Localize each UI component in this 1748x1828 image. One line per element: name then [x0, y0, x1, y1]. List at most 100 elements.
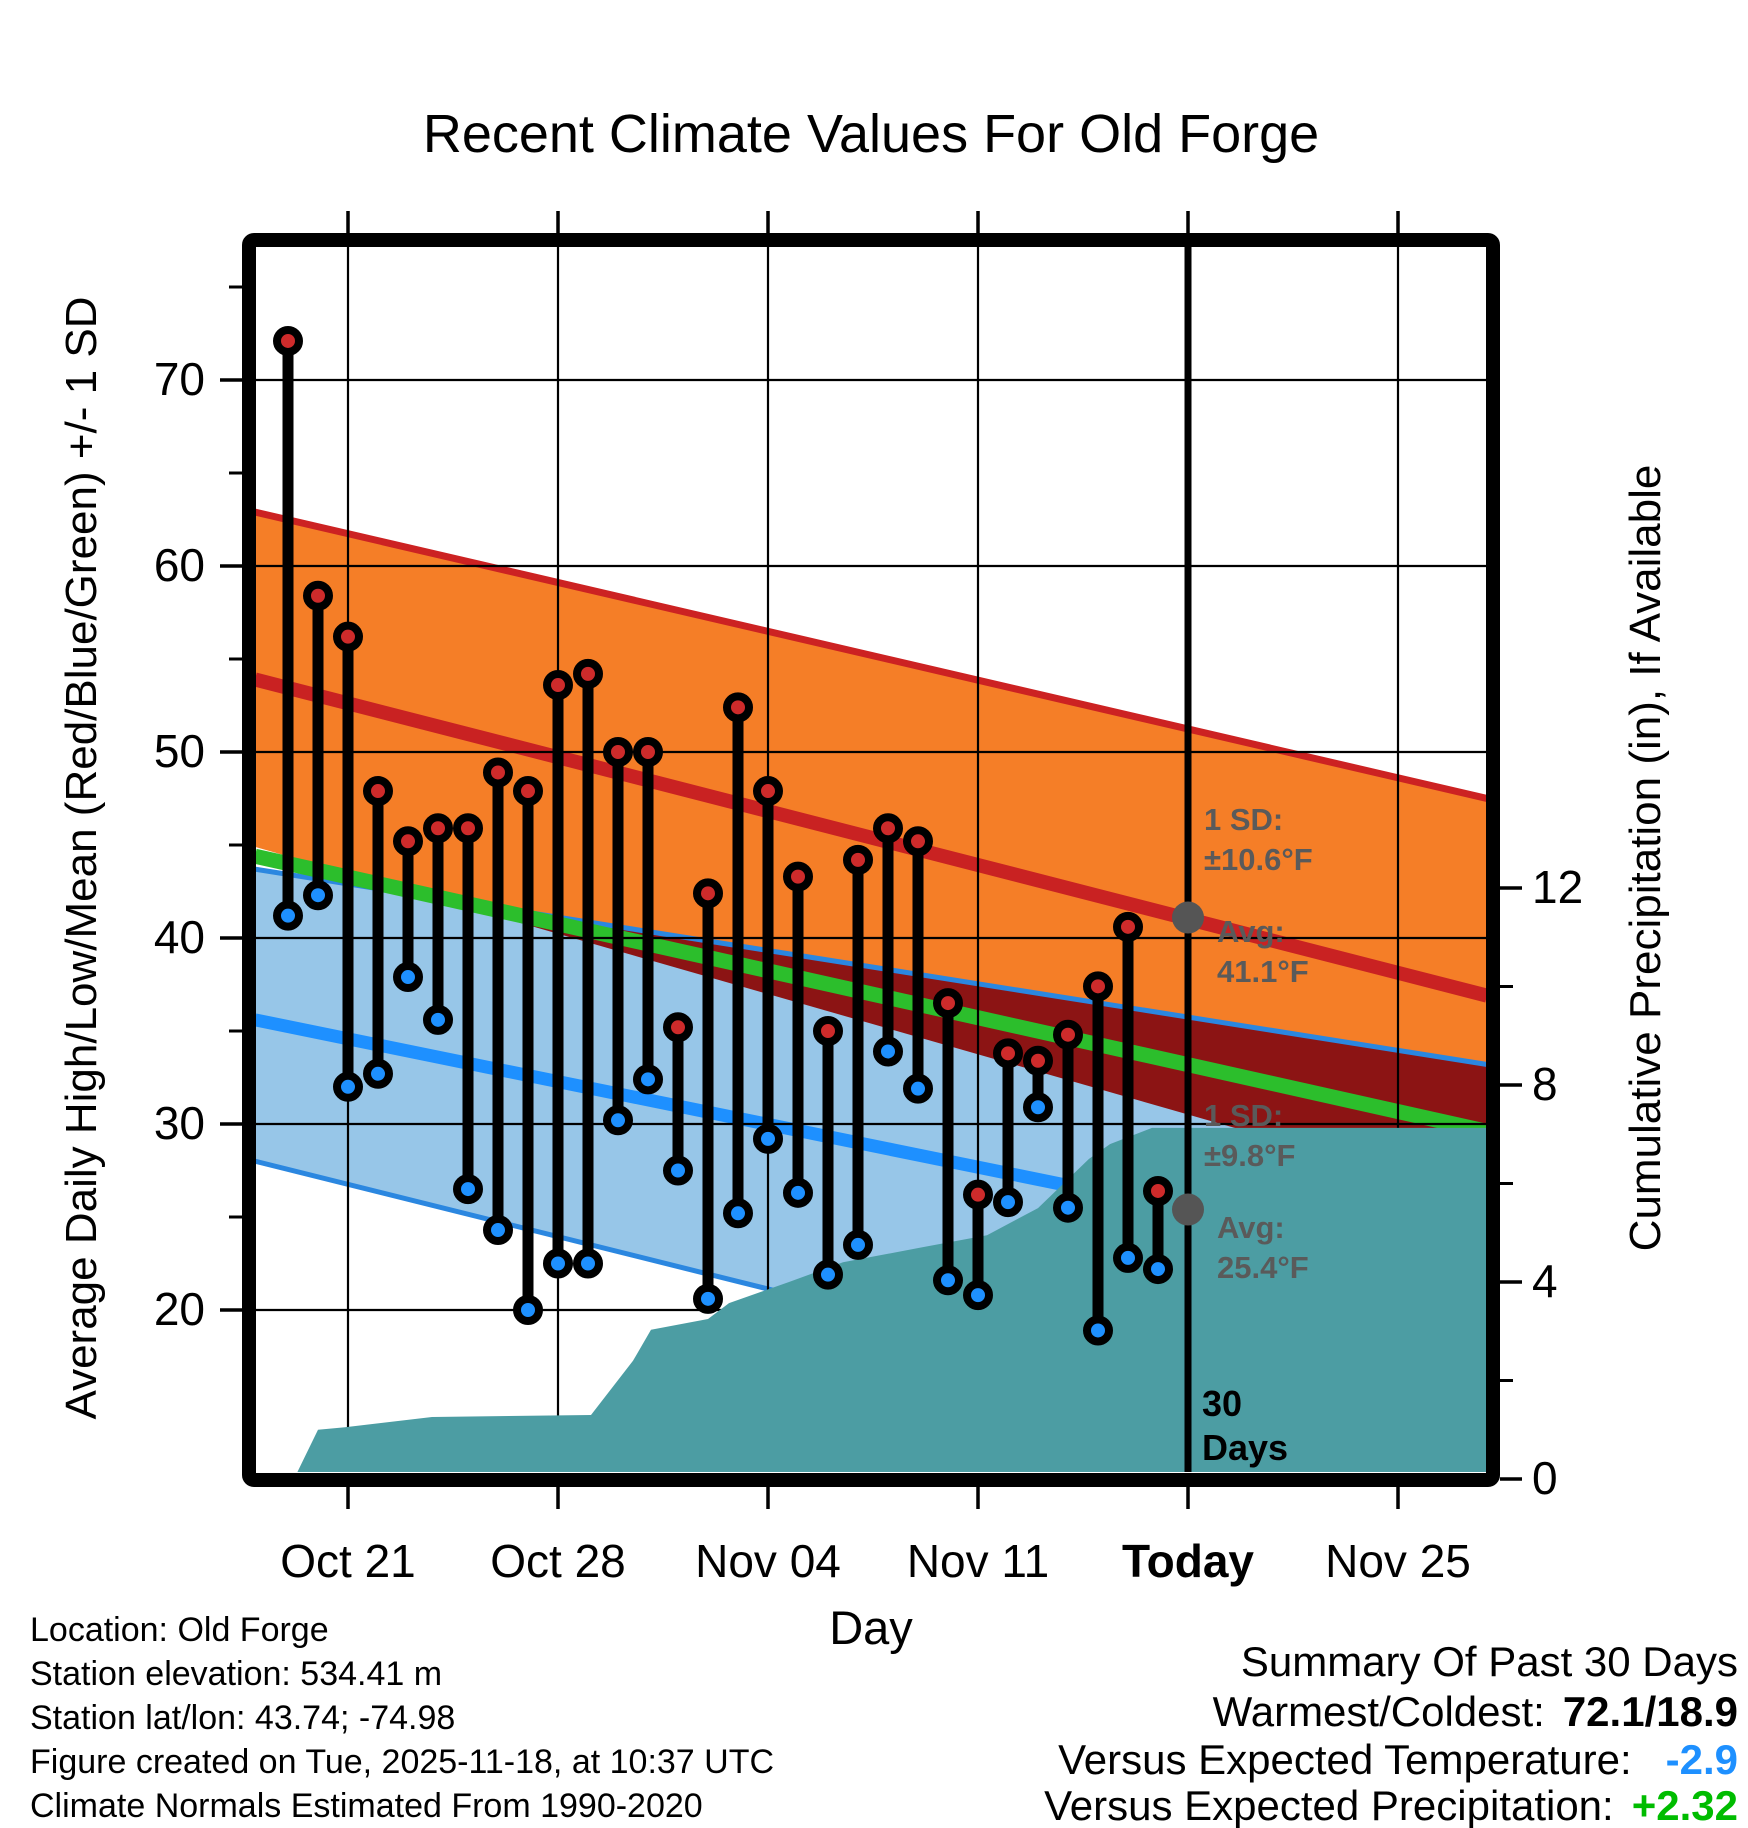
plot-area [256, 247, 1486, 1472]
low-dot-Nov-02 [693, 1283, 723, 1314]
daily-stems [282, 340, 1164, 1331]
high-dot-Nov-02 [693, 878, 723, 909]
climate-normals-note: Climate Normals Estimated From 1990-2020 [30, 1787, 703, 1825]
figure-created: Figure created on Tue, 2025-11-18, at 10… [30, 1743, 775, 1781]
tick-marks [220, 211, 1522, 1509]
high-band-top-edge [256, 508, 1486, 802]
high-dot-Nov-04 [753, 776, 783, 807]
daily-dots [273, 325, 1173, 1346]
y-left-tick-70: 70 [153, 353, 205, 405]
high-dot-Oct-26 [483, 757, 513, 788]
high-dot-Nov-12 [993, 1038, 1023, 1069]
mean-line [256, 848, 1486, 1139]
chart-title: Recent Climate Values For Old Forge [422, 104, 1320, 164]
y-left-tick-30: 30 [153, 1097, 205, 1149]
low-dot-Nov-10 [933, 1265, 963, 1296]
y-left-tick-40: 40 [153, 911, 205, 963]
high-dot-Oct-29 [573, 658, 603, 689]
summary-vs-temperature: Versus Expected Temperature: -2.9 [1058, 1736, 1738, 1784]
y-right-tick-8: 8 [1532, 1058, 1558, 1110]
high-dot-Nov-14 [1053, 1019, 1083, 1050]
low-dot-Nov-16 [1113, 1242, 1143, 1273]
low-dot-Oct-28 [543, 1248, 573, 1279]
low-dot-Oct-26 [483, 1215, 513, 1246]
annotation-high-sd: 1 SD: ±10.6°F [1204, 802, 1313, 877]
overlap-band [428, 896, 1486, 1200]
plot-border [242, 233, 1500, 1487]
y-left-tick-50: 50 [153, 725, 205, 777]
low-dot-Oct-24 [423, 1004, 453, 1035]
high-dot-Oct-27 [513, 776, 543, 807]
high-dot-Oct-25 [453, 813, 483, 844]
low-dot-Nov-13 [1023, 1092, 1053, 1123]
low-dot-Nov-12 [993, 1187, 1023, 1218]
warmest-coldest-label: Warmest/Coldest: [1212, 1688, 1545, 1735]
high-dot-Nov-15 [1083, 971, 1113, 1002]
annotation-high-avg: Avg: 41.1°F [1217, 914, 1309, 989]
high-dot-Nov-08 [873, 813, 903, 844]
x-tick-Nov-25: Nov 25 [1325, 1535, 1471, 1587]
y-right-tick-4: 4 [1532, 1255, 1558, 1307]
low-dot-Nov-04 [753, 1123, 783, 1154]
high-dot-Nov-09 [903, 826, 933, 857]
low-dot-Nov-01 [663, 1155, 693, 1186]
summary-title: Summary Of Past 30 Days [1240, 1638, 1738, 1685]
high-dot-Nov-10 [933, 988, 963, 1019]
high-dot-Nov-11 [963, 1179, 993, 1210]
station-location: Location: Old Forge [30, 1611, 329, 1649]
high-dot-Nov-03 [723, 692, 753, 723]
low-dot-Nov-05 [783, 1177, 813, 1208]
low-dot-Oct-29 [573, 1248, 603, 1279]
low-dot-Oct-22 [363, 1058, 393, 1089]
x-axis-title: Day [829, 1601, 913, 1654]
low-dot-Nov-03 [723, 1198, 753, 1229]
avg-low-marker [1172, 1193, 1204, 1226]
high-dot-Nov-17 [1143, 1175, 1173, 1206]
vs-precip-value: +2.32 [1631, 1782, 1738, 1828]
avg-high-line [256, 672, 1486, 1003]
warmest-coldest-value: 72.1/18.9 [1562, 1688, 1738, 1735]
summary-vs-precipitation: Versus Expected Precipitation: +2.32 [1044, 1782, 1738, 1828]
low-dot-Oct-20 [303, 880, 333, 911]
high-dot-Oct-19 [273, 325, 303, 356]
low-dot-Nov-17 [1143, 1254, 1173, 1285]
y-right-tick-12: 12 [1532, 861, 1584, 913]
low-dot-Nov-09 [903, 1073, 933, 1104]
x-tick-Nov-04: Nov 04 [695, 1535, 841, 1587]
y-axis-right-title: Cumulative Precipitation (in), If Availa… [1621, 464, 1670, 1252]
high-dot-Oct-20 [303, 580, 333, 611]
high-dot-Oct-23 [393, 826, 423, 857]
high-dot-Oct-24 [423, 813, 453, 844]
x-tick-Oct-28: Oct 28 [490, 1535, 626, 1587]
low-dot-Oct-25 [453, 1174, 483, 1205]
station-info: Location: Old Forge Station elevation: 5… [30, 1608, 774, 1828]
y-left-tick-60: 60 [153, 539, 205, 591]
vs-temp-value: -2.9 [1665, 1736, 1738, 1783]
avg-high-marker [1172, 901, 1204, 934]
vs-precip-label: Versus Expected Precipitation: [1044, 1782, 1614, 1828]
high-dot-Oct-21 [333, 621, 363, 652]
low-dot-Oct-27 [513, 1295, 543, 1325]
high-dot-Nov-06 [813, 1016, 843, 1046]
y-right-tick-0: 0 [1532, 1452, 1558, 1504]
summary-warmest-coldest: Warmest/Coldest: 72.1/18.9 [1213, 1688, 1738, 1736]
high-dot-Nov-13 [1023, 1045, 1053, 1076]
low-dot-Nov-06 [813, 1259, 843, 1290]
vs-temp-label: Versus Expected Temperature: [1058, 1736, 1632, 1783]
x-tick-Nov-11: Nov 11 [906, 1535, 1050, 1587]
high-dot-Nov-05 [783, 861, 813, 892]
low-dot-Nov-07 [843, 1229, 873, 1260]
y-left-tick-20: 20 [153, 1283, 205, 1335]
low-dot-Oct-19 [273, 900, 303, 931]
low-dot-Oct-23 [393, 962, 423, 993]
station-elevation: Station elevation: 534.41 m [30, 1655, 443, 1693]
low-dot-Nov-08 [873, 1036, 903, 1067]
high-dot-Oct-28 [543, 670, 573, 701]
high-dot-Oct-31 [633, 737, 663, 767]
annotation-low-sd: 1 SD: ±9.8°F [1204, 1098, 1296, 1173]
high-dot-Oct-22 [363, 776, 393, 807]
low-dot-Nov-15 [1083, 1315, 1113, 1346]
high-dot-Nov-07 [843, 844, 873, 875]
